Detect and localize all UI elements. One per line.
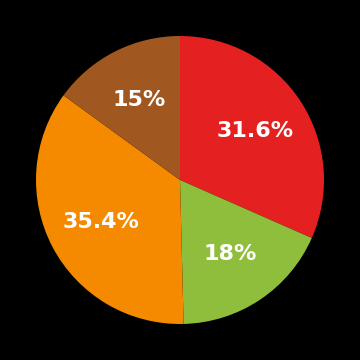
Wedge shape (180, 180, 312, 324)
Wedge shape (36, 95, 184, 324)
Text: 18%: 18% (203, 244, 256, 264)
Text: 31.6%: 31.6% (216, 121, 293, 141)
Wedge shape (63, 36, 180, 180)
Text: 15%: 15% (113, 90, 166, 111)
Wedge shape (180, 36, 324, 238)
Text: 35.4%: 35.4% (63, 212, 139, 231)
